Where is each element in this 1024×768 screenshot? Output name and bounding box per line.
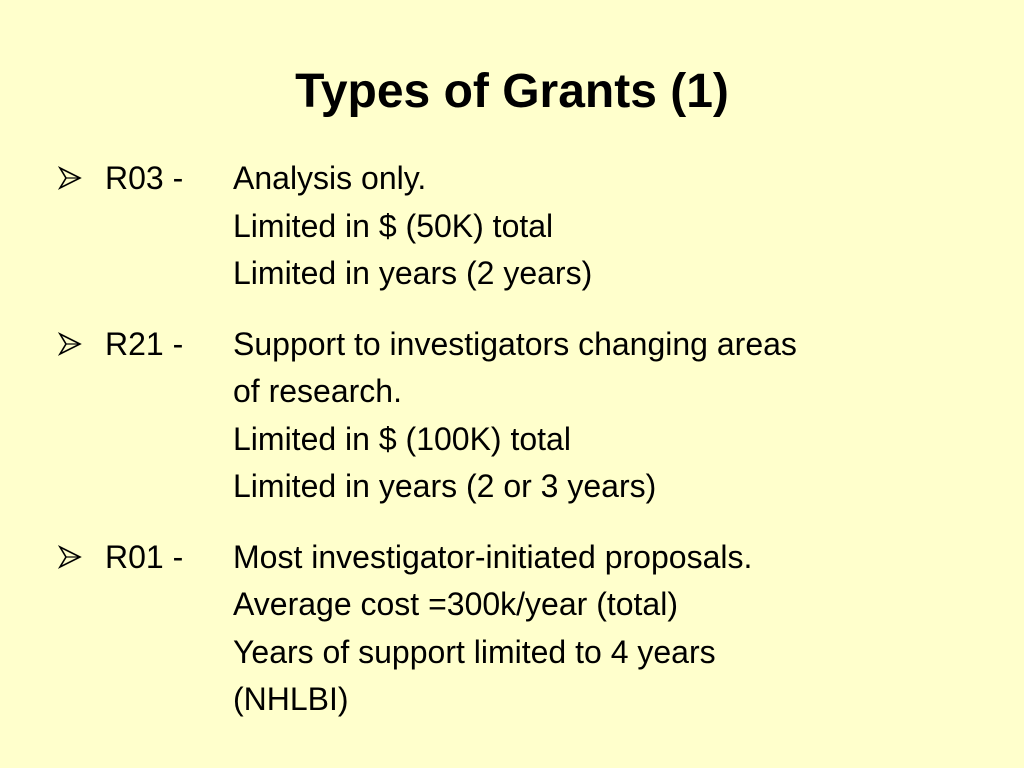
grant-detail: Analysis only. <box>233 160 427 196</box>
grant-detail: Limited in years (2 or 3 years) <box>233 468 657 504</box>
grant-code: R03 - <box>105 160 184 196</box>
bullet-arrow <box>58 544 82 569</box>
grant-detail: (NHLBI) <box>233 681 349 717</box>
grant-code: R01 - <box>105 538 184 575</box>
slide-title: Types of Grants (1) <box>295 65 729 118</box>
grant-detail: of research. <box>233 373 402 409</box>
grant-detail: Limited in years (2 years) <box>233 255 593 291</box>
grant-detail: Most investigator-initiated proposals. <box>233 538 753 575</box>
grant-detail: Limited in $ (50K) total <box>233 207 554 244</box>
grant-detail: Years of support limited to 4 years <box>233 633 716 670</box>
bullet-arrow <box>58 331 82 356</box>
grant-detail: Average cost =300k/year (total) <box>233 586 678 622</box>
grant-detail: Support to investigators changing areas <box>233 325 797 362</box>
grant-code: R21 - <box>105 325 184 362</box>
bullet-arrow <box>58 166 82 190</box>
grant-detail: Limited in $ (100K) total <box>233 420 571 457</box>
